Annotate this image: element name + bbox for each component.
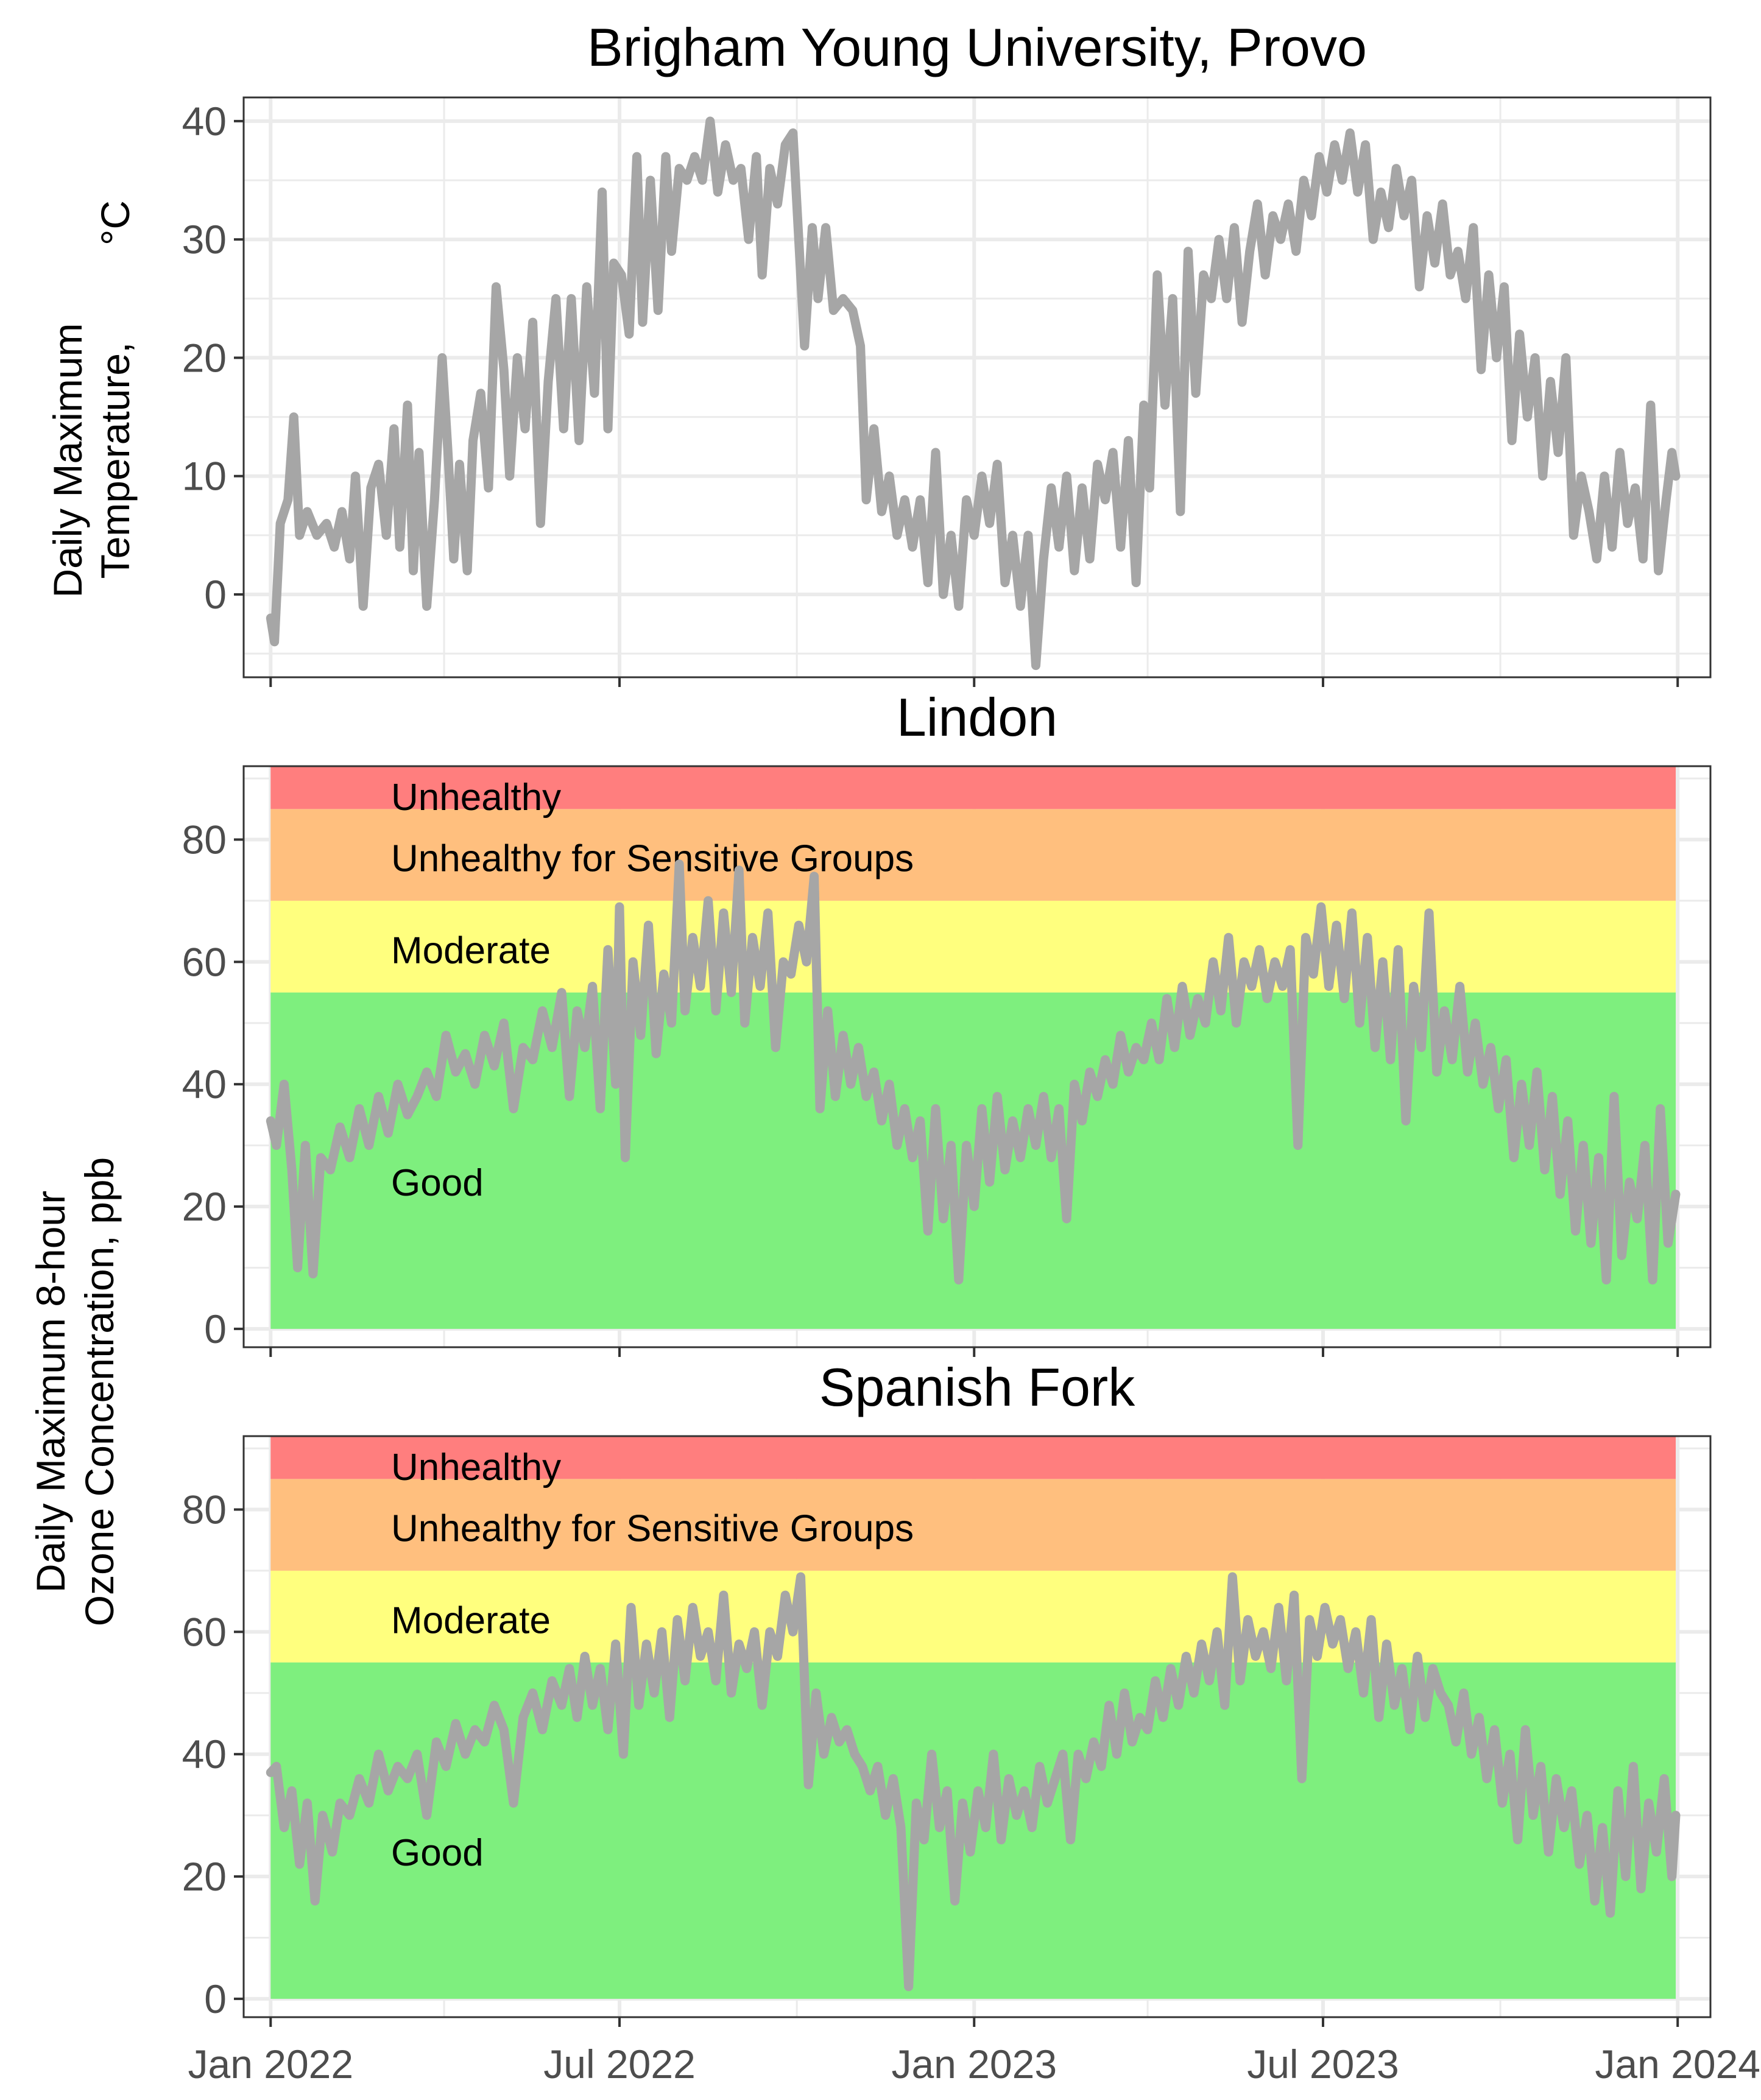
aqi-band-label-unhealthy-for-sensitive-groups: Unhealthy for Sensitive Groups [391,838,914,880]
panel-title: Lindon [897,687,1057,747]
y-axis-label-line-2: Temperature, [93,342,138,579]
y-tick-label: 30 [182,217,227,262]
series-line [266,1572,1681,1992]
y-tick-label: 40 [182,1732,227,1777]
x-tick-label: Jul 2022 [543,2042,696,2087]
panel-border [242,1435,1712,2018]
panel-1: 0 10 20 30 40 Brigham Young University, Provo… [45,17,1712,687]
y-tick-label: 40 [182,99,227,144]
aqi-band-unhealthy-for-sensitive-groups [270,1479,1676,1571]
y-tick-label: 80 [182,1487,227,1532]
x-tick-label: Jan 2024 [1595,2042,1760,2087]
y-tick-label: 60 [182,1609,227,1654]
y-axis-label-unit: °C [93,200,138,245]
aqi-band-label-unhealthy: Unhealthy [391,1446,561,1489]
panel-title: Brigham Young University, Provo [587,17,1367,77]
y-tick-label: 0 [204,572,227,617]
x-tick-label: Jan 2023 [891,2042,1057,2087]
panel-background [244,97,1710,677]
aqi-band-unhealthy [270,1436,1676,1479]
aqi-band-label-good: Good [391,1162,484,1204]
aqi-band-unhealthy-for-sensitive-groups [270,809,1676,901]
aqi-band-label-good: Good [391,1832,484,1874]
aqi-band-moderate [270,900,1676,993]
panel-border [242,765,1712,1348]
panel-2: Good Moderate Unhealthy for Sensitive Grou… [182,687,1712,1357]
series-line [266,116,1681,671]
aqi-band-label-unhealthy: Unhealthy [391,777,561,819]
panel-border [242,96,1712,678]
x-tick-label: Jan 2022 [188,2042,354,2087]
aqi-band-moderate [270,1570,1676,1663]
y-tick-label: 20 [182,1854,227,1899]
y-tick-label: 20 [182,1184,227,1229]
y-tick-label: 60 [182,939,227,984]
y-tick-label: 0 [204,1976,227,2021]
y-axis-label-line-1: Daily Maximum [45,323,90,597]
shared-y-axis-label-line-2: Ozone Concentration, ppb [77,1157,122,1627]
y-tick-label: 80 [182,817,227,862]
aqi-band-label-unhealthy-for-sensitive-groups: Unhealthy for Sensitive Groups [391,1508,914,1550]
y-tick-label: 10 [182,454,227,499]
panel-title: Spanish Fork [819,1357,1135,1417]
y-tick-label: 40 [182,1062,227,1107]
x-tick-label: Jul 2023 [1247,2042,1399,2087]
aqi-band-label-moderate: Moderate [391,929,551,971]
aqi-band-unhealthy [270,766,1676,809]
panel-3: Good Moderate Unhealthy for Sensitive Grou… [182,1357,1760,2087]
aqi-band-label-moderate: Moderate [391,1599,551,1641]
shared-y-axis-label-line-1: Daily Maximum 8-hour [28,1191,73,1593]
series-line [266,859,1681,1284]
y-tick-label: 20 [182,335,227,380]
y-tick-label: 0 [204,1306,227,1351]
